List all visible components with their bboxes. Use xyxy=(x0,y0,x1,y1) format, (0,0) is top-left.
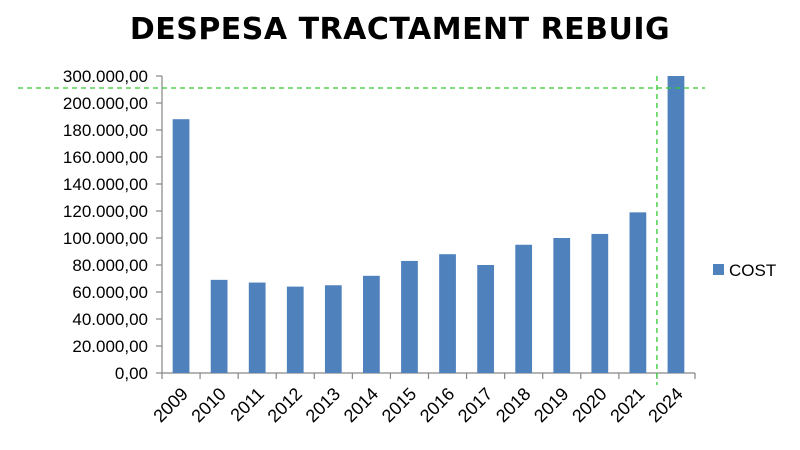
x-tick-label: 2014 xyxy=(340,384,382,426)
x-tick-label: 2013 xyxy=(302,384,344,426)
y-tick-label: 20.000,00 xyxy=(72,337,148,356)
x-tick-label: 2009 xyxy=(149,384,191,426)
bars xyxy=(172,76,685,373)
legend-label: COST xyxy=(729,261,776,280)
x-tick-label: 2024 xyxy=(644,384,686,426)
y-tick-label: 200.000,00 xyxy=(63,94,148,113)
bar-2017 xyxy=(477,265,494,373)
bar-2013 xyxy=(324,285,342,373)
bar-2019 xyxy=(553,238,571,373)
y-tick-label: 60.000,00 xyxy=(72,283,148,302)
x-tick-label: 2011 xyxy=(226,384,268,426)
bar-2009 xyxy=(172,119,190,373)
y-tick-label: 80.000,00 xyxy=(72,256,148,275)
bar-2010 xyxy=(210,279,228,373)
bar-2016 xyxy=(439,254,456,373)
y-axis: 0,00 20.000,00 40.000,00 60.000,00 80.000,00… xyxy=(63,67,163,383)
x-tick-label: 2019 xyxy=(530,384,572,426)
bar-2014 xyxy=(363,275,380,373)
x-tick-label: 2017 xyxy=(454,384,496,426)
bar-2012 xyxy=(286,286,304,373)
x-tick-label: 2010 xyxy=(187,384,229,426)
y-tick-label: 120.000,00 xyxy=(63,202,148,221)
x-tick-label: 2020 xyxy=(568,384,610,426)
x-tick-label: 2016 xyxy=(416,384,458,426)
x-tick-label: 2021 xyxy=(606,384,648,426)
y-tick-label: 140.000,00 xyxy=(63,175,148,194)
x-axis: 2009201020112012201320142015201620172018… xyxy=(149,372,696,426)
chart-title: DESPESA TRACTAMENT REBUIG xyxy=(129,12,671,47)
y-tick-label: 100.000,00 xyxy=(63,229,148,248)
y-tick-label: 300.000,00 xyxy=(63,67,148,86)
bar-2020 xyxy=(591,233,609,373)
bar-2021 xyxy=(629,212,647,373)
bar-2024 xyxy=(667,76,685,373)
y-tick-label: 40.000,00 xyxy=(72,310,148,329)
y-tick-label: 160.000,00 xyxy=(63,148,148,167)
legend-swatch xyxy=(713,264,724,275)
bar-2018 xyxy=(515,244,533,373)
x-tick-label: 2015 xyxy=(378,384,420,426)
annotations xyxy=(18,76,705,385)
legend: COST xyxy=(713,261,776,280)
x-tick-label: 2012 xyxy=(264,384,306,426)
x-tick-label: 2018 xyxy=(492,384,534,426)
bar-2011 xyxy=(248,282,266,373)
bar-2015 xyxy=(401,260,418,373)
y-tick-label: 0,00 xyxy=(115,364,148,383)
y-tick-label: 180.000,00 xyxy=(63,121,148,140)
